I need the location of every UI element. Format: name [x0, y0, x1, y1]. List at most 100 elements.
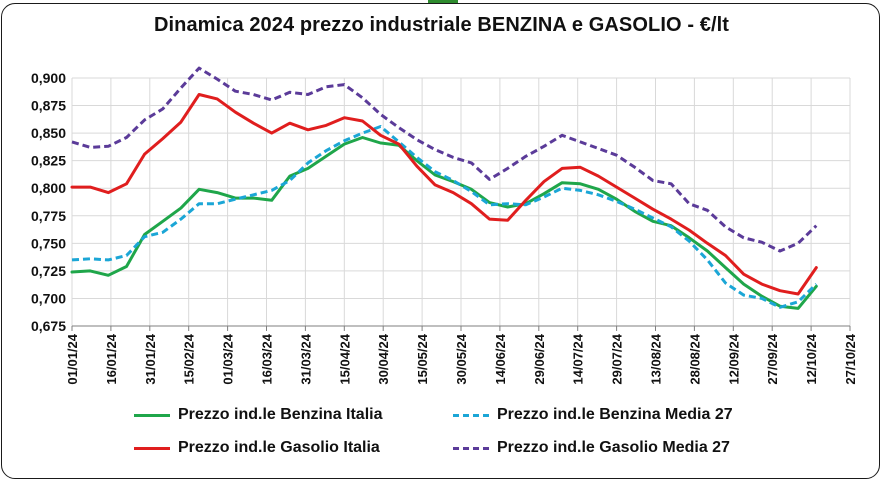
- data-point: [362, 120, 364, 122]
- data-point: [344, 117, 346, 119]
- x-tick-label: 28/08/24: [687, 333, 702, 384]
- data-point: [71, 271, 73, 273]
- data-point: [416, 157, 418, 159]
- data-point: [434, 184, 436, 186]
- x-tick-label: 30/05/24: [454, 333, 469, 384]
- data-point: [253, 122, 255, 124]
- data-point: [89, 147, 91, 149]
- data-point: [761, 298, 763, 300]
- data-point: [216, 203, 218, 205]
- data-point: [670, 226, 672, 228]
- chart-title: Dinamica 2024 prezzo industriale BENZINA…: [153, 14, 730, 36]
- data-point: [634, 211, 636, 213]
- data-point: [180, 207, 182, 209]
- data-point: [743, 283, 745, 285]
- data-point: [434, 174, 436, 176]
- x-tick-label: 27/09/24: [765, 333, 780, 384]
- x-tick-label: 01/03/24: [221, 333, 236, 384]
- data-point: [580, 190, 582, 192]
- data-point: [325, 125, 327, 127]
- data-point: [416, 160, 418, 162]
- data-point: [743, 273, 745, 275]
- series-line-2: [71, 125, 818, 309]
- data-point: [507, 203, 509, 205]
- data-point: [362, 132, 364, 134]
- data-point: [525, 156, 527, 158]
- data-point: [797, 308, 799, 310]
- y-tick-label: 0,725: [31, 263, 66, 279]
- data-point: [325, 86, 327, 88]
- data-point: [580, 141, 582, 143]
- data-point: [743, 237, 745, 239]
- data-point: [634, 197, 636, 199]
- data-point: [307, 94, 309, 96]
- data-point: [797, 301, 799, 303]
- data-point: [725, 226, 727, 228]
- data-point: [289, 180, 291, 182]
- series-line-4: [71, 66, 818, 253]
- data-point: [180, 121, 182, 123]
- series-line-1: [70, 136, 818, 310]
- data-point: [162, 138, 164, 140]
- data-point: [471, 162, 473, 164]
- data-point: [525, 204, 527, 206]
- data-point: [489, 202, 491, 204]
- data-point: [816, 267, 818, 269]
- data-point: [89, 186, 91, 188]
- data-point: [525, 200, 527, 202]
- data-point: [126, 137, 128, 139]
- data-point: [398, 127, 400, 129]
- data-point: [325, 150, 327, 152]
- y-tick-label: 0,700: [31, 290, 66, 306]
- y-tick-label: 0,825: [31, 153, 66, 169]
- data-point: [253, 197, 255, 199]
- data-point: [670, 218, 672, 220]
- data-point: [670, 183, 672, 185]
- data-point: [779, 290, 781, 292]
- x-tick-label: 15/04/24: [337, 333, 352, 384]
- x-tick-label: 14/06/24: [493, 333, 508, 384]
- data-point: [344, 140, 346, 142]
- data-point: [743, 294, 745, 296]
- data-point: [489, 218, 491, 220]
- data-point: [507, 219, 509, 221]
- x-tick-label: 30/04/24: [376, 333, 391, 384]
- data-point: [71, 141, 73, 143]
- data-point: [779, 250, 781, 252]
- data-point: [126, 266, 128, 268]
- data-point: [561, 168, 563, 170]
- data-point: [707, 250, 709, 252]
- data-point: [198, 67, 200, 69]
- data-point: [452, 180, 454, 182]
- data-point: [616, 198, 618, 200]
- data-point: [489, 179, 491, 181]
- data-point: [416, 139, 418, 141]
- y-tick-label: 0,750: [31, 235, 66, 251]
- data-point: [162, 108, 164, 110]
- data-point: [216, 98, 218, 100]
- data-point: [761, 283, 763, 285]
- data-point: [816, 286, 818, 288]
- data-point: [71, 259, 73, 261]
- data-point: [253, 94, 255, 96]
- data-point: [707, 259, 709, 261]
- x-tick-label: 13/08/24: [649, 333, 664, 384]
- data-point: [688, 240, 690, 242]
- data-point: [598, 175, 600, 177]
- data-point: [235, 90, 237, 92]
- data-point: [162, 232, 164, 234]
- data-point: [271, 190, 273, 192]
- data-point: [271, 200, 273, 202]
- data-point: [616, 201, 618, 203]
- data-point: [253, 194, 255, 196]
- data-point: [398, 143, 400, 145]
- data-point: [489, 204, 491, 206]
- x-tick-label: 31/03/24: [298, 333, 313, 384]
- y-tick-label: 0,900: [31, 70, 66, 86]
- data-point: [180, 218, 182, 220]
- data-point: [471, 203, 473, 205]
- data-point: [652, 221, 654, 223]
- x-tick-label: 16/01/24: [104, 333, 119, 384]
- data-point: [616, 186, 618, 188]
